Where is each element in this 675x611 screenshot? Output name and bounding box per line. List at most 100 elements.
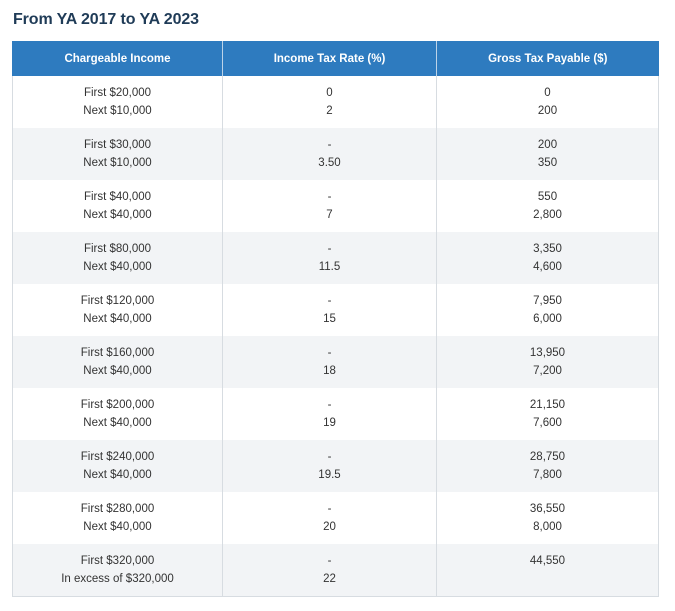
tax-line: 2,800 bbox=[533, 209, 562, 221]
income-tax-rate-cell: - 20 bbox=[222, 492, 437, 544]
rate-line: 11.5 bbox=[318, 261, 341, 273]
tax-line: 44,550 bbox=[529, 555, 566, 567]
rate-line: - bbox=[327, 503, 332, 515]
tax-line bbox=[437, 570, 658, 588]
rate-line: 19 bbox=[323, 417, 336, 429]
chargeable-income-cell: First $160,000 Next $40,000 bbox=[12, 336, 223, 388]
income-line: First $20,000 bbox=[83, 87, 152, 99]
gross-tax-payable-cell: 13,950 7,200 bbox=[436, 336, 659, 388]
income-line: Next $40,000 bbox=[83, 417, 152, 429]
chargeable-income-cell: First $240,000 Next $40,000 bbox=[12, 440, 223, 492]
tax-line: 8,000 bbox=[533, 521, 562, 533]
rate-line: 7 bbox=[326, 209, 333, 221]
tax-line: 7,800 bbox=[533, 469, 562, 481]
table-row: First $200,000 Next $40,000 - 19 21,150 7,600 bbox=[12, 388, 659, 440]
income-line: Next $40,000 bbox=[83, 365, 152, 377]
chargeable-income-cell: First $120,000 Next $40,000 bbox=[12, 284, 223, 336]
rate-line: - bbox=[327, 295, 332, 307]
income-tax-rate-cell: - 11.5 bbox=[222, 232, 437, 284]
income-line: First $120,000 bbox=[80, 295, 155, 307]
table-row: First $160,000 Next $40,000 - 18 13,950 7,200 bbox=[12, 336, 659, 388]
gross-tax-payable-cell: 0 200 bbox=[436, 76, 659, 128]
rate-line: 3.50 bbox=[318, 157, 341, 169]
income-line: Next $10,000 bbox=[83, 157, 152, 169]
table-row: First $120,000 Next $40,000 - 15 7,950 6,000 bbox=[12, 284, 659, 336]
tax-line: 4,600 bbox=[533, 261, 562, 273]
income-line: First $240,000 bbox=[80, 451, 155, 463]
tax-line: 7,600 bbox=[533, 417, 562, 429]
tax-rate-table: Chargeable Income Income Tax Rate (%) Gr… bbox=[12, 41, 659, 597]
gross-tax-payable-cell: 550 2,800 bbox=[436, 180, 659, 232]
table-header-row: Chargeable Income Income Tax Rate (%) Gr… bbox=[12, 41, 659, 76]
gross-tax-payable-cell: 7,950 6,000 bbox=[436, 284, 659, 336]
table-row: First $40,000 Next $40,000-7 550 2,800 bbox=[12, 180, 659, 232]
header-chargeable-income: Chargeable Income bbox=[12, 41, 223, 76]
income-line: First $160,000 bbox=[80, 347, 155, 359]
rate-line: 2 bbox=[326, 105, 333, 117]
income-line: Next $40,000 bbox=[83, 313, 152, 325]
chargeable-income-cell: First $280,000 Next $40,000 bbox=[12, 492, 223, 544]
income-line: Next $40,000 bbox=[83, 261, 152, 273]
income-tax-rate-cell: - 22 bbox=[222, 544, 437, 597]
income-line: First $30,000 bbox=[83, 139, 152, 151]
table-row: First $240,000 Next $40,000 - 19.5 28,750 7,8… bbox=[12, 440, 659, 492]
tax-line: 13,950 bbox=[529, 347, 566, 359]
rate-line: 0 bbox=[326, 87, 333, 99]
gross-tax-payable-cell: 44,550 bbox=[436, 544, 659, 597]
tax-line: 7,950 bbox=[533, 295, 562, 307]
rate-line: - bbox=[327, 451, 332, 463]
income-line: Next $10,000 bbox=[83, 105, 152, 117]
income-line: Next $40,000 bbox=[83, 469, 152, 481]
header-income-tax-rate: Income Tax Rate (%) bbox=[222, 41, 437, 76]
rate-line: - bbox=[327, 191, 332, 203]
rate-line: 19.5 bbox=[318, 469, 341, 481]
chargeable-income-cell: First $40,000 Next $40,000 bbox=[12, 180, 223, 232]
tax-line: 0 bbox=[544, 87, 551, 99]
rate-line: - bbox=[327, 243, 332, 255]
table-row: First $20,000 Next $10,000 0 2 0 200 bbox=[12, 76, 659, 128]
income-line: First $320,000 bbox=[80, 555, 155, 567]
income-tax-rate-cell: - 18 bbox=[222, 336, 437, 388]
tax-line: 200 bbox=[537, 105, 558, 117]
gross-tax-payable-cell: 28,750 7,800 bbox=[436, 440, 659, 492]
chargeable-income-cell: First $30,000 Next $10,000 bbox=[12, 128, 223, 180]
tax-line: 7,200 bbox=[533, 365, 562, 377]
income-tax-rate-cell: -7 bbox=[222, 180, 437, 232]
tax-line: 200 bbox=[537, 139, 558, 151]
table-row: First $280,000 Next $40,000 - 20 36,550 8,000 bbox=[12, 492, 659, 544]
income-tax-rate-cell: - 19 bbox=[222, 388, 437, 440]
tax-line: 28,750 bbox=[529, 451, 566, 463]
tax-line: 550 bbox=[537, 191, 558, 203]
rate-line: - bbox=[327, 139, 332, 151]
table-row: First $30,000 Next $10,000 - 3.50 200 350 bbox=[12, 128, 659, 180]
tax-line: 3,350 bbox=[533, 243, 562, 255]
rate-line: 15 bbox=[323, 313, 336, 325]
tax-line: 21,150 bbox=[529, 399, 566, 411]
rate-line: 18 bbox=[323, 365, 336, 377]
gross-tax-payable-cell: 200 350 bbox=[436, 128, 659, 180]
chargeable-income-cell: First $320,000 In excess of $320,000 bbox=[12, 544, 223, 597]
income-line: First $280,000 bbox=[80, 503, 155, 515]
income-line: First $80,000 bbox=[83, 243, 152, 255]
chargeable-income-cell: First $20,000 Next $10,000 bbox=[12, 76, 223, 128]
tax-line: 36,550 bbox=[529, 503, 566, 515]
income-line: Next $40,000 bbox=[83, 209, 152, 221]
tax-line: 6,000 bbox=[533, 313, 562, 325]
rate-line: - bbox=[327, 399, 332, 411]
rate-line: 20 bbox=[323, 521, 336, 533]
gross-tax-payable-cell: 21,150 7,600 bbox=[436, 388, 659, 440]
table-row: First $320,000 In excess of $320,000 - 22 44… bbox=[12, 544, 659, 597]
rate-line: - bbox=[327, 555, 332, 567]
income-tax-rate-cell: - 19.5 bbox=[222, 440, 437, 492]
rate-line: - bbox=[327, 347, 332, 359]
tax-line: 350 bbox=[537, 157, 558, 169]
income-line: In excess of $320,000 bbox=[61, 573, 174, 585]
rate-line: 22 bbox=[323, 573, 336, 585]
income-line: First $40,000 bbox=[83, 191, 152, 203]
income-line: Next $40,000 bbox=[83, 521, 152, 533]
income-tax-rate-cell: - 3.50 bbox=[222, 128, 437, 180]
chargeable-income-cell: First $200,000 Next $40,000 bbox=[12, 388, 223, 440]
page-title: From YA 2017 to YA 2023 bbox=[13, 11, 199, 28]
